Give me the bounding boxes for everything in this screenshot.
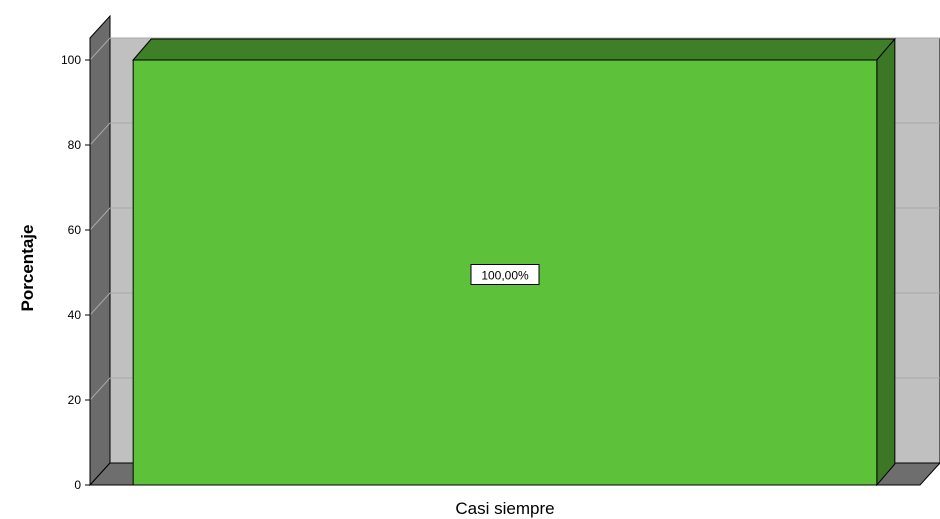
gridline-side (89, 37, 111, 61)
y-tick-label: 80 (68, 138, 82, 152)
y-axis-label: Porcentaje (18, 225, 37, 312)
bar (132, 37, 896, 487)
data-label-box (470, 264, 540, 285)
bar-top (132, 38, 896, 61)
gridline-side (89, 122, 111, 146)
data-label: 100,00% (470, 264, 540, 285)
y-tick-label: 100 (61, 53, 81, 67)
gridline-side (89, 292, 111, 316)
bar-side (876, 37, 896, 487)
y-tick-label: 40 (68, 308, 82, 322)
y-tick-label: 20 (68, 393, 82, 407)
y-axis (85, 38, 91, 486)
y-tick-label: 60 (68, 223, 82, 237)
y-tick-labels: 0 20 40 60 80 100 (61, 53, 81, 492)
x-category-labels: Casi siempre (455, 499, 554, 518)
gridline-side (89, 207, 111, 231)
data-labels: 100,00% (470, 264, 540, 285)
bars (132, 37, 896, 487)
data-label-text: 100,00% (481, 269, 529, 283)
left-wall (89, 14, 111, 487)
gridline-side (89, 377, 111, 401)
x-category-label: Casi siempre (455, 499, 554, 518)
y-tick-label: 0 (74, 478, 81, 492)
